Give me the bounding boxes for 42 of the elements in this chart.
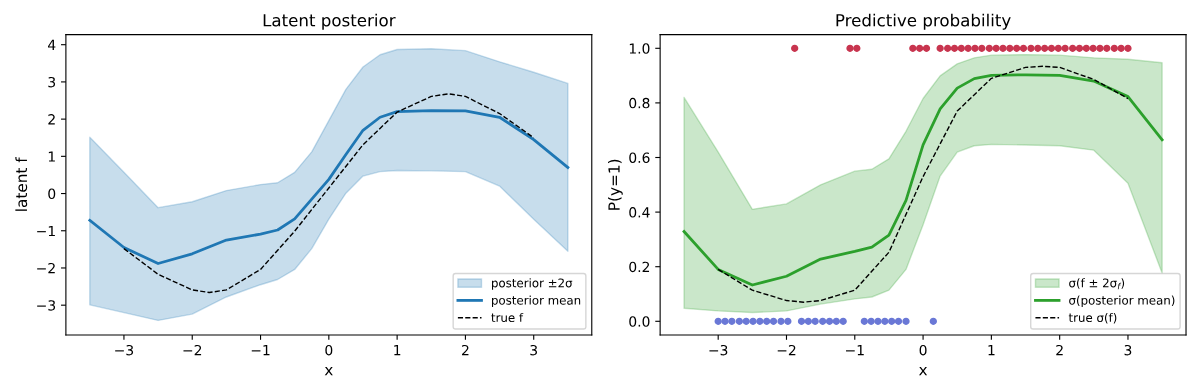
x-tick-label: −3 [709,344,728,356]
y-tick-label: 0 [48,188,56,200]
legend-label: true σ(f) [1068,312,1117,324]
x-tick-label: −1 [846,345,864,356]
x-axis-title: x [919,366,928,376]
x-axis-title: x [324,366,333,376]
x-tick-label: 1 [394,345,401,356]
x-tick-label: 0 [325,344,333,356]
y-tick-label: 0.8 [629,97,650,109]
y-tick-label: −1 [37,225,55,237]
x-tick-label: −2 [183,344,202,356]
y-axis-title: latent f [15,157,28,211]
y-tick-label: −2 [37,262,55,274]
legend-label: true f [491,312,524,323]
x-tick-label: 1 [988,345,995,356]
x-tick-label: −1 [251,345,270,356]
legend-label: posterior mean [492,295,581,307]
line-series [88,109,570,265]
x-tick-label: 3 [1124,344,1132,356]
legend-label: σ(posterior mean) [1069,295,1175,307]
x-tick-label: 3 [530,344,538,356]
line-series [682,73,1164,287]
annotation: σ(f ± 2σ$_{f}$) [1069,278,1125,290]
y-tick-label: 0.4 [629,207,650,218]
chart-title: Predictive probability [836,13,1011,30]
y-tick-label: 0.6 [629,152,650,163]
x-tick-label: 2 [1056,344,1063,356]
x-tick-label: −2 [777,344,796,356]
y-tick-label: 0.0 [629,316,650,327]
chart-title: Latent posterior [263,13,396,30]
y-tick-label: 2 [48,114,55,125]
y-axis-title: P(y=1) [608,159,623,210]
annotation: posterior ±2σ [492,278,573,290]
x-tick-label: 0 [919,344,927,356]
y-tick-label: 4 [48,39,56,50]
y-tick-label: −3 [37,300,56,311]
x-tick-label: −3 [115,344,134,356]
y-tick-label: 1.0 [629,43,650,54]
y-tick-label: 0.2 [629,261,650,273]
y-tick-label: 1 [48,151,55,162]
y-tick-label: 3 [48,76,56,88]
x-tick-label: 2 [462,344,469,356]
